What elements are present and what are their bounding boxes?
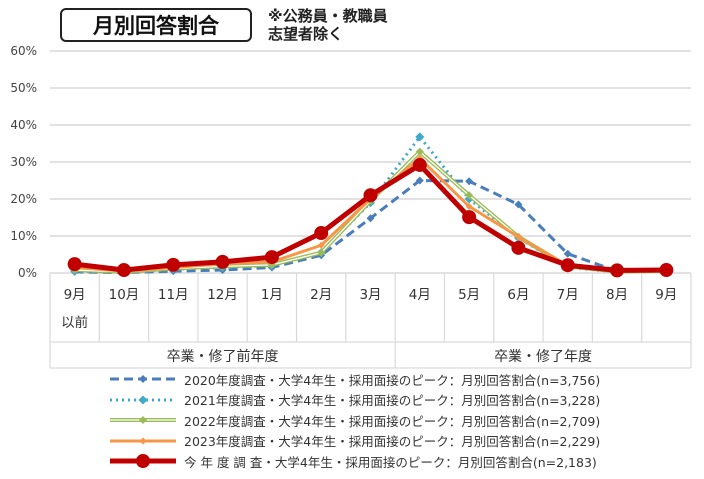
data-point	[465, 177, 474, 186]
chart-title: 月別回答割合	[60, 8, 252, 42]
data-point	[317, 248, 326, 257]
x-tick-label: 10月	[109, 287, 140, 303]
legend-label: 2023年度調査・大学4年生・採用面接のピーク：月別回答割合(n=2,229)	[184, 434, 601, 450]
legend-swatch	[110, 454, 176, 469]
legend-item: 今 年 度 調 査・大学4年生・採用面接のピーク：月別回答割合(n=2,183)	[108, 451, 600, 472]
y-tick-label: 50%	[10, 81, 37, 95]
series-line	[74, 149, 667, 274]
legend-label: 2022年度調査・大学4年生・採用面接のピーク：月別回答割合(n=2,709)	[184, 413, 601, 429]
x-tick-label: 12月	[207, 287, 238, 303]
y-tick-label: 20%	[10, 192, 37, 206]
x-tick-label: 5月	[458, 287, 480, 303]
chart-note: ※公務員・教職員 志望者除く	[268, 7, 388, 43]
note-line-1: ※公務員・教職員	[268, 7, 388, 25]
x-tick-label: 9月	[655, 287, 677, 303]
data-point	[215, 254, 230, 269]
legend-label: 今 年 度 調 査・大学4年生・採用面接のピーク：月別回答割合(n=2,183)	[184, 454, 597, 470]
data-point	[139, 416, 147, 425]
note-line-2: 志望者除く	[268, 25, 344, 43]
data-point	[415, 132, 425, 142]
data-point	[415, 147, 424, 156]
data-point	[563, 249, 572, 258]
data-point	[465, 191, 474, 200]
x-tick-sublabel: 以前	[61, 314, 88, 331]
data-point	[264, 250, 279, 265]
x-tick-label: 4月	[409, 287, 431, 303]
x-tick-label: 6月	[507, 287, 529, 303]
series-line-inner	[74, 150, 667, 273]
data-point	[139, 375, 147, 384]
group-label: 卒業・修了前年度	[167, 348, 279, 365]
x-tick-label: 8月	[606, 287, 628, 303]
data-point	[514, 200, 523, 209]
x-tick-label: 1月	[261, 287, 283, 303]
data-point	[317, 241, 325, 249]
y-tick-label: 30%	[10, 155, 37, 169]
data-point	[465, 202, 473, 210]
legend-item: 2022年度調査・大学4年生・採用面接のピーク：月別回答割合(n=2,709)	[108, 410, 600, 431]
legend-item: 2020年度調査・大学4年生・採用面接のピーク：月別回答割合(n=3,756)	[108, 369, 600, 390]
legend-swatch	[110, 395, 176, 405]
data-point	[366, 214, 375, 223]
series-2	[70, 147, 671, 276]
data-point	[116, 263, 131, 278]
legend-swatch	[110, 416, 176, 425]
series-4	[67, 157, 674, 278]
group-label: 卒業・修了年度	[494, 349, 592, 365]
data-point	[514, 233, 522, 241]
data-point	[67, 257, 82, 272]
chart-legend: 2020年度調査・大学4年生・採用面接のピーク：月別回答割合(n=3,756) 2…	[108, 369, 600, 472]
data-point	[166, 257, 181, 272]
legend-label: 2021年度調査・大学4年生・採用面接のピーク：月別回答割合(n=3,228)	[184, 393, 601, 409]
data-point	[560, 258, 575, 273]
y-tick-label: 0%	[18, 266, 37, 280]
legend-item: 2023年度調査・大学4年生・採用面接のピーク：月別回答割合(n=2,229)	[108, 431, 600, 452]
legend-swatch	[110, 375, 176, 384]
data-point	[139, 437, 147, 445]
data-point	[412, 157, 427, 172]
x-tick-label: 9月	[64, 287, 86, 303]
legend-item: 2021年度調査・大学4年生・採用面接のピーク：月別回答割合(n=3,228)	[108, 390, 600, 411]
data-point	[314, 226, 329, 241]
data-point	[610, 263, 625, 278]
data-point	[138, 395, 148, 405]
data-point	[462, 210, 477, 225]
x-tick-label: 3月	[359, 287, 381, 303]
data-point	[511, 240, 526, 255]
x-tick-label: 7月	[557, 287, 579, 303]
data-point	[136, 454, 150, 469]
data-point	[659, 263, 674, 278]
y-tick-label: 40%	[10, 118, 37, 132]
legend-label: 2020年度調査・大学4年生・採用面接のピーク：月別回答割合(n=3,756)	[184, 372, 601, 388]
y-tick-label: 10%	[10, 229, 37, 243]
data-point	[415, 176, 424, 185]
legend-swatch	[110, 437, 176, 445]
x-tick-label: 2月	[310, 287, 332, 303]
data-point	[363, 188, 378, 203]
y-tick-label: 60%	[10, 44, 37, 58]
x-tick-label: 11月	[158, 287, 189, 303]
